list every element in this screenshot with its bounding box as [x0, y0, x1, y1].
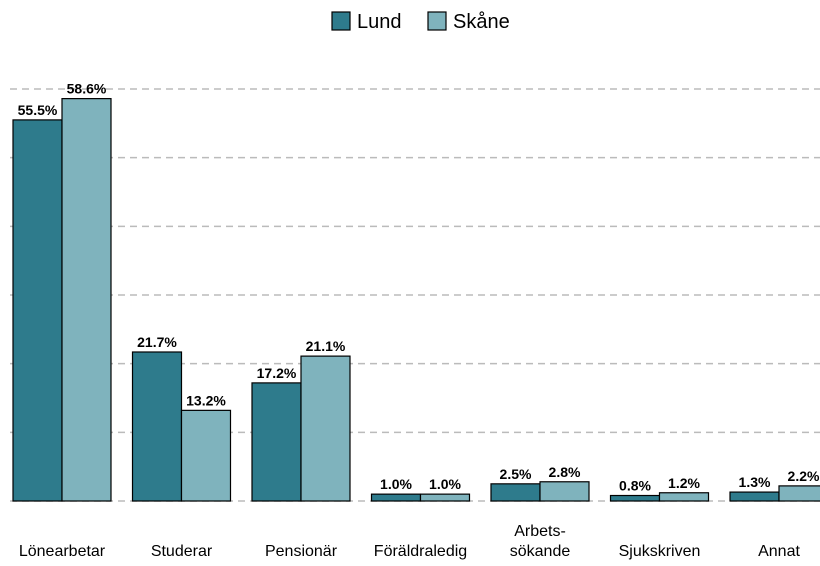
- x-tick-label: Sjukskriven: [619, 543, 701, 560]
- value-label: 17.2%: [257, 365, 297, 381]
- value-label: 55.5%: [18, 102, 58, 118]
- grid: [10, 88, 820, 502]
- bar: [300, 355, 351, 502]
- value-label: 1.2%: [668, 475, 700, 491]
- value-label: 13.2%: [186, 392, 226, 408]
- value-label: 21.7%: [137, 334, 177, 350]
- bar: [251, 382, 302, 502]
- value-label: 2.8%: [549, 464, 581, 480]
- value-label: 1.3%: [739, 474, 771, 490]
- bar: [370, 493, 422, 502]
- value-label: 1.0%: [429, 476, 461, 492]
- x-tick-label: Föräldraledig: [374, 543, 467, 560]
- value-label: 58.6%: [67, 81, 107, 97]
- legend-swatch: [427, 11, 447, 31]
- bar: [609, 494, 661, 502]
- bar: [131, 351, 183, 502]
- legend: Lund Skåne: [331, 11, 510, 33]
- value-label: 2.2%: [788, 468, 820, 484]
- x-tick-label: Lönearbetar: [19, 543, 106, 560]
- bar: [729, 491, 780, 502]
- bars: Lönearbetar 55.5% 58.6% Studerar 21.7% 13.2% P…: [12, 81, 820, 560]
- x-tick-label: Pensionär: [265, 543, 338, 560]
- bar: [419, 493, 471, 502]
- bar: [539, 481, 590, 502]
- bar: [490, 483, 541, 502]
- legend-label: Skåne: [453, 11, 510, 33]
- x-tick-label: Annat: [758, 543, 800, 560]
- bar: [12, 119, 63, 502]
- bar: [778, 485, 820, 502]
- value-label: 0.8%: [619, 478, 651, 494]
- x-tick-label: Arbets-sökande: [510, 523, 571, 560]
- value-label: 1.0%: [380, 476, 412, 492]
- x-tick-label: Studerar: [151, 543, 213, 560]
- legend-label: Lund: [357, 11, 402, 33]
- value-label: 21.1%: [306, 338, 346, 354]
- legend-swatch: [331, 11, 351, 31]
- bar: [658, 492, 710, 502]
- bar: [61, 98, 112, 502]
- bar: [180, 409, 232, 502]
- value-label: 2.5%: [500, 466, 532, 482]
